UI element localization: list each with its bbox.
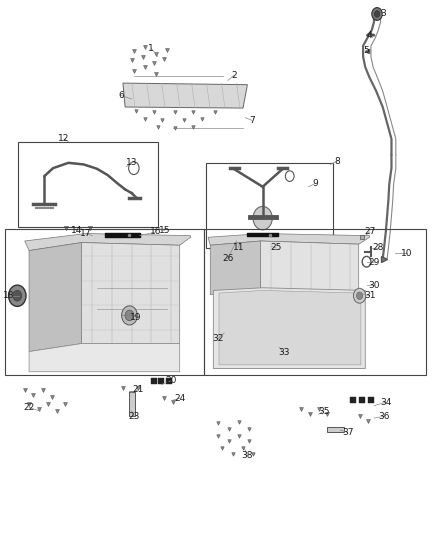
- Circle shape: [122, 306, 138, 325]
- Polygon shape: [29, 243, 81, 352]
- Text: 19: 19: [130, 312, 142, 321]
- Text: 37: 37: [342, 428, 353, 437]
- Text: 12: 12: [58, 134, 70, 143]
- Text: 11: 11: [233, 244, 244, 253]
- Text: 13: 13: [126, 158, 138, 167]
- Text: 16: 16: [150, 228, 162, 237]
- Text: 28: 28: [373, 244, 384, 253]
- Text: 38: 38: [242, 451, 253, 460]
- Text: 5: 5: [363, 46, 369, 55]
- Text: 8: 8: [334, 157, 340, 166]
- Text: 26: 26: [222, 254, 233, 263]
- Circle shape: [372, 7, 382, 20]
- Text: 1: 1: [148, 44, 154, 53]
- Circle shape: [9, 285, 26, 306]
- Text: 30: 30: [368, 280, 380, 289]
- Circle shape: [253, 206, 272, 230]
- Text: 22: 22: [24, 403, 35, 412]
- Polygon shape: [29, 344, 180, 372]
- Circle shape: [357, 292, 363, 300]
- Text: 32: 32: [212, 334, 224, 343]
- Bar: [206, 163, 332, 248]
- Circle shape: [125, 310, 134, 321]
- Polygon shape: [213, 288, 365, 368]
- Circle shape: [374, 11, 380, 17]
- Bar: [204, 229, 426, 375]
- Text: 36: 36: [378, 412, 390, 421]
- Polygon shape: [210, 241, 261, 295]
- Text: 9: 9: [312, 179, 318, 188]
- Polygon shape: [25, 233, 191, 251]
- Text: 14: 14: [71, 226, 83, 235]
- Text: 21: 21: [133, 385, 144, 394]
- Circle shape: [13, 290, 21, 301]
- Bar: [18, 142, 158, 227]
- Text: 27: 27: [364, 228, 375, 237]
- Polygon shape: [261, 241, 359, 290]
- Bar: [130, 392, 135, 416]
- Text: 24: 24: [174, 394, 185, 403]
- Text: 3: 3: [380, 10, 385, 19]
- Circle shape: [353, 288, 366, 303]
- Text: 29: 29: [368, 258, 380, 266]
- Polygon shape: [208, 233, 370, 245]
- Bar: [5, 229, 204, 375]
- Text: 15: 15: [159, 226, 170, 235]
- Text: 10: 10: [401, 249, 413, 258]
- Text: 2: 2: [231, 70, 237, 79]
- Polygon shape: [81, 243, 180, 344]
- Polygon shape: [123, 83, 247, 108]
- Text: 6: 6: [118, 91, 124, 100]
- Text: 4: 4: [367, 31, 372, 40]
- Text: 33: 33: [278, 348, 290, 357]
- Text: 25: 25: [270, 244, 282, 253]
- Text: 31: 31: [364, 291, 375, 300]
- Text: 34: 34: [380, 398, 392, 407]
- Text: 7: 7: [249, 116, 254, 125]
- Text: 18: 18: [3, 291, 14, 300]
- Text: 17: 17: [80, 229, 92, 238]
- Text: 35: 35: [318, 407, 329, 416]
- Polygon shape: [219, 290, 361, 365]
- Text: 23: 23: [128, 412, 140, 421]
- Bar: [327, 427, 344, 432]
- Text: 20: 20: [165, 376, 177, 385]
